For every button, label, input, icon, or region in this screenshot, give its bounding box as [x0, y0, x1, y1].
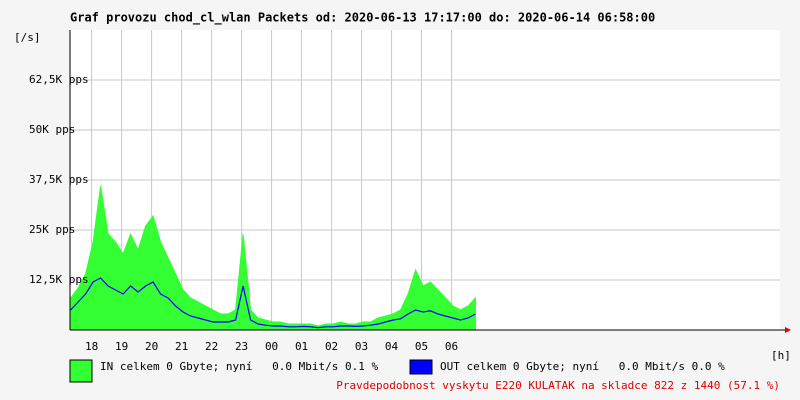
y-tick-label: 37,5K pps: [29, 173, 89, 186]
area: [70, 185, 476, 331]
x-tick-label: 05: [415, 340, 428, 353]
x-tick-label: 02: [325, 340, 338, 353]
x-tick-label: 23: [235, 340, 248, 353]
x-axis-label: [h]: [771, 349, 791, 362]
x-axis-arrow: [785, 327, 791, 333]
x-tick-label: 21: [175, 340, 188, 353]
y-axis-label: [/s]: [14, 31, 41, 44]
x-tick-label: 19: [115, 340, 128, 353]
x-tick-label: 22: [205, 340, 218, 353]
y-tick-label: 50K pps: [29, 123, 75, 136]
chart-title: Graf provozu chod_cl_wlan Packets od: 20…: [70, 11, 655, 26]
x-tick-label: 01: [295, 340, 308, 353]
footnote: Pravdepodobnost vyskytu E220 KULATAK na …: [336, 379, 780, 392]
x-tick-label: 04: [385, 340, 399, 353]
y-tick-label: 62,5K pps: [29, 73, 89, 86]
legend-label: OUT celkem 0 Gbyte; nyní 0.0 Mbit/s 0.0 …: [440, 360, 725, 373]
legend-swatch: [409, 359, 433, 375]
x-tick-label: 03: [355, 340, 368, 353]
y-tick-label: 12,5K pps: [29, 273, 89, 286]
line: [70, 277, 476, 329]
x-tick-label: 06: [445, 340, 458, 353]
x-tick-label: 18: [85, 340, 98, 353]
legend-swatch: [69, 359, 93, 383]
y-tick-label: 25K pps: [29, 223, 75, 236]
x-tick-label: 00: [265, 340, 278, 353]
legend-label: IN celkem 0 Gbyte; nyní 0.0 Mbit/s 0.1 %: [100, 360, 379, 373]
x-tick-label: 20: [145, 340, 158, 353]
